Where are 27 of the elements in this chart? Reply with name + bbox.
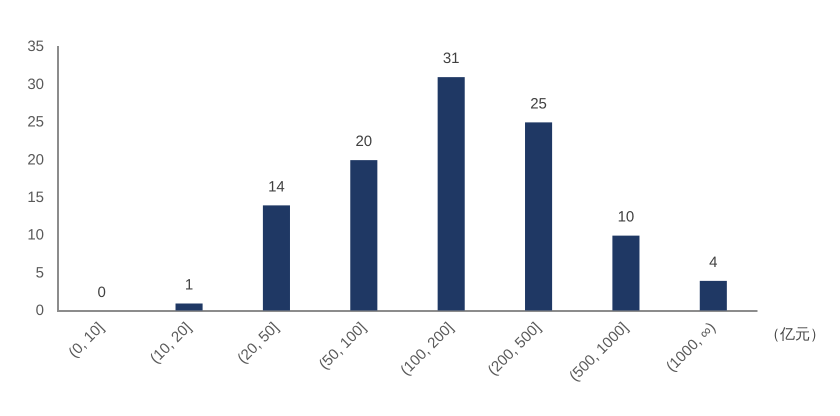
data-label: 14 bbox=[268, 178, 285, 196]
x-tick-label: (0, 10] bbox=[65, 319, 108, 362]
x-tick-label: (20, 50] bbox=[234, 319, 282, 368]
y-tick-label: 0 bbox=[36, 302, 44, 320]
x-tick-label: (10, 20] bbox=[146, 319, 195, 368]
bar bbox=[438, 77, 465, 310]
data-label: 25 bbox=[530, 95, 547, 112]
data-label: 20 bbox=[355, 133, 372, 150]
data-label: 0 bbox=[98, 284, 106, 301]
y-tick-label: 35 bbox=[27, 38, 44, 56]
y-tick-label: 30 bbox=[27, 76, 44, 93]
bar bbox=[262, 205, 290, 310]
bar bbox=[700, 280, 727, 310]
bar bbox=[525, 122, 552, 310]
y-tick-label: 10 bbox=[27, 226, 44, 244]
data-label: 4 bbox=[709, 254, 718, 271]
bar bbox=[350, 160, 378, 310]
y-tick-label: 15 bbox=[27, 189, 44, 206]
data-label: 10 bbox=[618, 208, 634, 226]
data-label: 31 bbox=[442, 50, 460, 68]
bar bbox=[176, 303, 203, 310]
bar bbox=[612, 236, 640, 310]
x-axis-title: （亿元） bbox=[765, 326, 825, 344]
y-tick-label: 5 bbox=[36, 264, 44, 282]
data-label: 1 bbox=[184, 276, 194, 294]
y-tick-label: 20 bbox=[27, 151, 44, 168]
y-tick-label: 25 bbox=[27, 114, 44, 131]
